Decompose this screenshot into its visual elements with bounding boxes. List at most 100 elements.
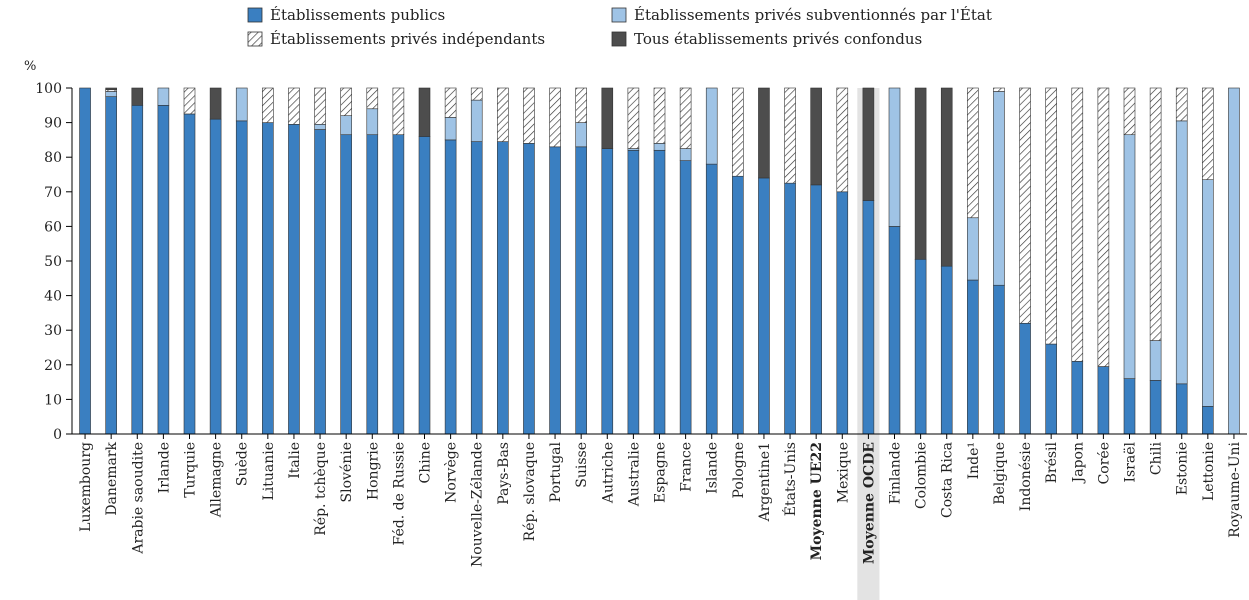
- bar-segment-norvege-s1: [444, 139, 457, 435]
- bar-segment-arabie-saoudite-s4: [131, 87, 144, 106]
- y-tick-label: 30: [44, 323, 62, 339]
- bar-segment-norvege-s2: [444, 117, 457, 141]
- bar-inde: [967, 87, 979, 435]
- bar-segment-moyenne-ue22-s4: [810, 87, 822, 186]
- bar-segment-estonie-s3: [1175, 87, 1188, 122]
- legend-swatch-3: [247, 31, 263, 47]
- bar-australie: [627, 87, 640, 435]
- x-tick-label-espagne: Espagne: [653, 442, 669, 503]
- bar-segment-costa-rica-s4: [940, 87, 953, 267]
- bar-segment-portugal-s1: [549, 146, 561, 435]
- bar-danemark: [105, 87, 117, 435]
- bar-segment-suisse-s3: [575, 87, 587, 123]
- bar-segment-bresil-s1: [1045, 343, 1057, 435]
- bar-pologne: [732, 87, 744, 435]
- bar-segment-moyenne-ue22-s1: [810, 184, 822, 435]
- x-tick-label-etats-unis: États-Unis: [781, 442, 799, 516]
- bar-segment-moyenne-ocde-s1: [862, 200, 875, 435]
- bar-segment-espagne-s3: [653, 87, 666, 144]
- bar-segment-israel-s2: [1123, 134, 1136, 379]
- x-tick-label-suisse: Suisse: [574, 442, 590, 488]
- bar-segment-hongrie-s3: [366, 87, 379, 110]
- bar-segment-rep-tcheque-s3: [314, 87, 326, 125]
- x-tick-label-italie: Italie: [287, 442, 303, 479]
- x-tick-label-bresil: Brésil: [1044, 441, 1060, 483]
- x-tick-label-royaume-uni: Royaume-Uni: [1227, 441, 1243, 537]
- bar-allemagne: [209, 87, 222, 435]
- bar-segment-coree-s1: [1097, 366, 1110, 435]
- bar-segment-chine-s1: [418, 136, 431, 435]
- chart-legend: Établissements publics Établissements pri…: [247, 6, 992, 48]
- legend-label-3: Établissements privés indépendants: [270, 30, 545, 48]
- bar-segment-lettonie-s2: [1202, 179, 1214, 407]
- bar-segment-nouvelle-zelande-s2: [470, 99, 483, 142]
- bar-suede: [235, 87, 248, 435]
- y-axis-unit-label: %: [24, 59, 36, 74]
- bar-segment-chili-s1: [1149, 380, 1162, 435]
- bar-israel: [1123, 87, 1136, 435]
- bar-hongrie: [366, 87, 379, 435]
- bar-japon: [1071, 87, 1084, 435]
- bar-autriche: [601, 87, 614, 435]
- x-tick-label-norvege: Norvège: [444, 442, 460, 503]
- bar-segment-lettonie-s1: [1202, 406, 1214, 435]
- x-tick-label-islande: Islande: [705, 442, 721, 494]
- x-tick-label-allemagne: Allemagne: [209, 442, 225, 518]
- bar-segment-danemark-s1: [105, 96, 117, 435]
- bar-indonesie: [1019, 87, 1031, 435]
- bar-segment-irlande-s2: [157, 87, 170, 106]
- bar-segment-rep-slovaque-s3: [523, 87, 535, 144]
- bar-portugal: [549, 87, 561, 435]
- bar-segment-lettonie-s3: [1202, 87, 1214, 180]
- legend-swatch-1: [247, 7, 263, 23]
- bar-segment-rep-tcheque-s2: [314, 124, 326, 130]
- bar-segment-japon-s1: [1071, 361, 1084, 435]
- bar-segment-colombie-s1: [914, 258, 927, 435]
- legend-label-2: Établissements privés subventionnés par …: [634, 6, 992, 24]
- bar-segment-autriche-s4: [601, 87, 614, 149]
- bar-segment-danemark-s2: [105, 91, 117, 97]
- bar-segment-lituanie-s1: [262, 122, 274, 435]
- bar-segment-estonie-s2: [1175, 120, 1188, 385]
- bar-moyenne-ue22: [810, 87, 822, 435]
- bar-segment-indonesie-s1: [1019, 322, 1031, 435]
- bar-segment-australie-s1: [627, 149, 640, 435]
- bar-segment-suede-s2: [235, 87, 248, 122]
- bar-segment-costa-rica-s1: [940, 265, 953, 435]
- bar-segment-fed-de-russie-s1: [392, 134, 405, 435]
- bar-segment-israel-s1: [1123, 378, 1136, 435]
- bar-fed-de-russie: [392, 87, 405, 435]
- bar-segment-pologne-s1: [732, 175, 744, 435]
- x-tick-label-turquie: Turquie: [183, 442, 199, 498]
- x-tick-label-slovenie: Slovénie: [339, 442, 355, 502]
- x-tick-label-pays-bas: Pays-Bas: [496, 442, 512, 505]
- bar-chine: [418, 87, 431, 435]
- bar-segment-slovenie-s1: [340, 134, 352, 435]
- bar-italie: [288, 87, 300, 435]
- x-tick-label-chine: Chine: [418, 442, 434, 484]
- bar-segment-norvege-s3: [444, 87, 457, 118]
- x-tick-label-france: France: [679, 442, 695, 492]
- legend-swatch-2: [611, 7, 627, 23]
- bar-rep-slovaque: [523, 87, 535, 435]
- bar-turquie: [183, 87, 196, 435]
- bar-segment-bresil-s3: [1045, 87, 1057, 345]
- x-tick-label-finlande: Finlande: [888, 442, 904, 504]
- bar-colombie: [914, 87, 927, 435]
- bar-moyenne-ocde: [862, 87, 875, 435]
- bar-segment-turquie-s1: [183, 113, 196, 435]
- bar-france: [679, 87, 692, 435]
- x-tick-label-argentine1: Argentine1: [757, 442, 773, 522]
- bar-segment-inde-s2: [967, 217, 979, 281]
- legend-label-1: Établissements publics: [270, 6, 445, 24]
- y-tick-label: 100: [35, 81, 62, 97]
- bar-chili: [1149, 87, 1162, 435]
- bar-espagne: [653, 87, 666, 435]
- x-tick-label-colombie: Colombie: [914, 442, 930, 509]
- bar-lettonie: [1202, 87, 1214, 435]
- bar-segment-estonie-s1: [1175, 383, 1188, 435]
- bar-segment-moyenne-ocde-s4: [862, 87, 875, 201]
- bar-segment-inde-s1: [967, 279, 979, 435]
- bar-segment-nouvelle-zelande-s3: [470, 87, 483, 101]
- bar-lituanie: [262, 87, 274, 435]
